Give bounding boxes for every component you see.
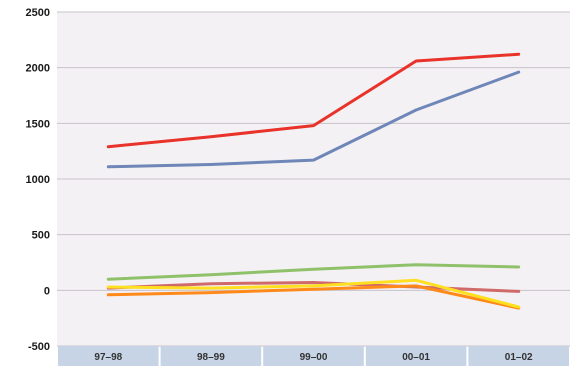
x-tick-label: 99–00 — [300, 352, 328, 363]
x-tick-label: 97–98 — [94, 352, 122, 363]
series-line — [106, 278, 521, 309]
y-tick-label: 1500 — [26, 118, 50, 130]
y-tick-label: 2000 — [26, 63, 50, 75]
series-lines — [106, 52, 521, 310]
x-tick-label: 01–02 — [505, 352, 533, 363]
x-tick-label: 00–01 — [402, 352, 430, 363]
y-tick-label: 500 — [32, 230, 50, 242]
series-line — [106, 70, 521, 169]
y-tick-label: 0 — [44, 285, 50, 297]
series-line — [106, 52, 521, 149]
category-cell — [263, 346, 364, 366]
category-cell — [160, 346, 262, 366]
series-line — [106, 284, 521, 310]
x-tick-label: 98–99 — [197, 352, 225, 363]
category-cell — [58, 346, 159, 366]
y-tick-label: -500 — [28, 341, 50, 353]
series-line — [106, 263, 521, 281]
y-tick-label: 1000 — [26, 174, 50, 186]
y-tick-label: 2500 — [26, 7, 50, 19]
category-cell — [365, 346, 467, 366]
x-axis-category-band: 97–98 98–99 99–00 00–01 01–02 — [58, 346, 569, 366]
category-cell — [468, 346, 569, 366]
y-axis-ticks: 2500 2000 1500 1000 500 0 -500 — [26, 7, 50, 353]
